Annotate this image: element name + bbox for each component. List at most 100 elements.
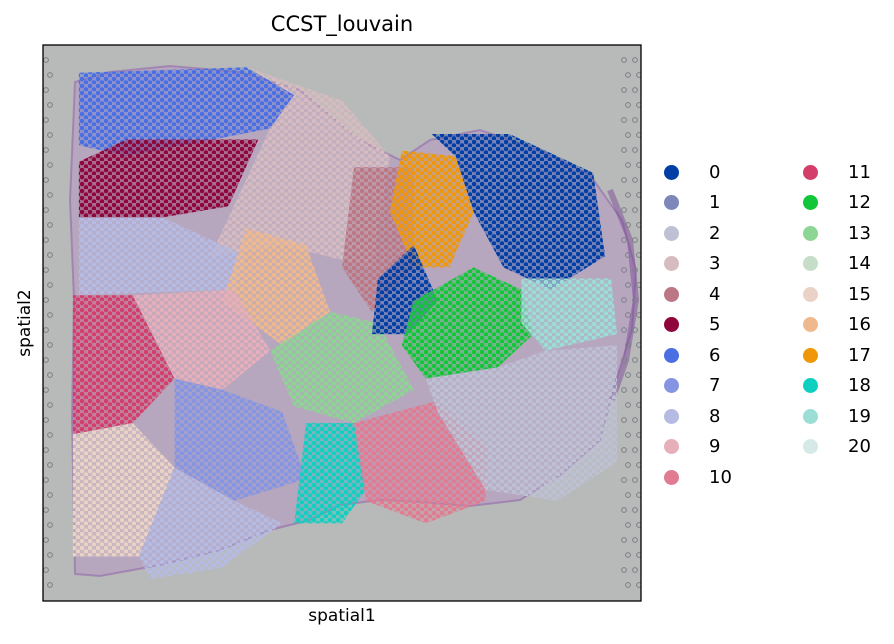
legend-label: 19 bbox=[848, 405, 871, 427]
legend-item: 5 bbox=[664, 310, 720, 340]
slide-fiducial-dots bbox=[43, 57, 641, 588]
fiducial-dot bbox=[636, 222, 641, 228]
legend-item: 10 bbox=[664, 462, 732, 492]
legend-item: 9 bbox=[664, 432, 720, 462]
legend-item: 15 bbox=[803, 279, 871, 309]
fiducial-dot bbox=[621, 147, 627, 153]
fiducial-dot bbox=[636, 252, 641, 258]
fiducial-dot bbox=[636, 462, 641, 468]
fiducial-dot bbox=[632, 177, 638, 183]
fiducial-dot bbox=[632, 57, 638, 63]
legend-marker bbox=[664, 439, 679, 454]
fiducial-dot bbox=[636, 192, 641, 198]
fiducial-dot bbox=[632, 207, 638, 213]
fiducial-dot bbox=[632, 387, 638, 393]
fiducial-dot bbox=[636, 492, 641, 498]
cluster-5-spots bbox=[78, 139, 259, 218]
fiducial-dot bbox=[625, 72, 631, 78]
legend-label: 20 bbox=[848, 436, 871, 457]
legend-label: 1 bbox=[709, 192, 721, 213]
legend-marker bbox=[803, 317, 818, 332]
tissue-edge-strip bbox=[607, 188, 640, 401]
fiducial-dot bbox=[621, 387, 627, 393]
legend-marker bbox=[803, 378, 818, 393]
fiducial-dot bbox=[47, 402, 53, 408]
fiducial-dot bbox=[632, 417, 638, 423]
cluster-17-spots bbox=[389, 150, 474, 268]
fiducial-dot bbox=[625, 342, 631, 348]
fiducial-dot bbox=[636, 102, 641, 108]
cluster-8-spots bbox=[138, 467, 283, 579]
legend-marker bbox=[803, 408, 818, 424]
legend-marker bbox=[803, 195, 818, 210]
legend-item: 12 bbox=[803, 188, 871, 218]
x-axis-label: spatial1 bbox=[308, 606, 376, 626]
axes-frame bbox=[42, 44, 642, 602]
fiducial-dot bbox=[625, 132, 631, 138]
legend-label: 6 bbox=[709, 344, 721, 366]
cluster-19-spots bbox=[521, 278, 618, 351]
legend-marker bbox=[664, 195, 679, 210]
fiducial-dot bbox=[621, 507, 627, 513]
fiducial-dot bbox=[625, 402, 631, 408]
fiducial-dot bbox=[621, 117, 627, 123]
fiducial-dot bbox=[625, 282, 631, 288]
fiducial-dot bbox=[632, 357, 638, 363]
fiducial-dot bbox=[47, 552, 53, 558]
legend-item: 8 bbox=[664, 401, 720, 431]
fiducial-dot bbox=[636, 162, 641, 168]
legend-marker bbox=[803, 439, 818, 454]
cluster-7-spots bbox=[174, 378, 307, 501]
legend-label: 15 bbox=[848, 283, 871, 305]
fiducial-dot bbox=[47, 192, 53, 198]
cluster-8-spots bbox=[78, 217, 247, 296]
fiducial-dot bbox=[621, 417, 627, 423]
fiducial-dot bbox=[621, 327, 627, 333]
legend-marker bbox=[664, 256, 679, 271]
fiducial-dot bbox=[47, 72, 53, 78]
legend-label: 18 bbox=[848, 375, 871, 396]
legend-label: 2 bbox=[709, 222, 721, 244]
legend-item: 16 bbox=[803, 310, 871, 340]
cluster-2-spots bbox=[425, 345, 618, 501]
fiducial-dot bbox=[632, 567, 638, 573]
legend-marker bbox=[664, 408, 679, 424]
fiducial-dot bbox=[625, 432, 631, 438]
fiducial-dot bbox=[632, 507, 638, 513]
fiducial-dot bbox=[636, 282, 641, 288]
fiducial-dot bbox=[632, 267, 638, 273]
cluster-18-spots bbox=[294, 423, 366, 524]
legend-marker bbox=[803, 256, 818, 271]
fiducial-dot bbox=[625, 192, 631, 198]
legend-label: 8 bbox=[709, 405, 721, 427]
fiducial-dot bbox=[47, 312, 53, 318]
fiducial-dot bbox=[625, 222, 631, 228]
fiducial-dot bbox=[636, 132, 641, 138]
fiducial-dot bbox=[625, 252, 631, 258]
fiducial-dot bbox=[621, 237, 627, 243]
legend-marker bbox=[664, 317, 679, 332]
fiducial-dot bbox=[632, 447, 638, 453]
cluster-15-spots bbox=[72, 423, 175, 557]
fiducial-dot bbox=[632, 147, 638, 153]
cluster-12-spots bbox=[401, 267, 534, 379]
legend-marker bbox=[664, 378, 679, 393]
legend-marker bbox=[803, 286, 818, 302]
fiducial-dot bbox=[47, 132, 53, 138]
fiducial-dot bbox=[636, 522, 641, 528]
legend-label: 4 bbox=[709, 283, 721, 305]
fiducial-dot bbox=[632, 537, 638, 543]
legend-label: 14 bbox=[848, 253, 871, 274]
legend-marker bbox=[803, 225, 818, 241]
cluster-9-spots bbox=[132, 289, 271, 390]
fiducial-dot bbox=[625, 102, 631, 108]
fiducial-dot bbox=[47, 432, 53, 438]
legend-marker bbox=[664, 347, 679, 363]
fiducial-dot bbox=[621, 447, 627, 453]
legend-item: 1 bbox=[664, 188, 720, 218]
fiducial-dot bbox=[621, 537, 627, 543]
fiducial-dot bbox=[632, 477, 638, 483]
cluster-0-spots bbox=[431, 134, 606, 290]
fiducial-dot bbox=[621, 267, 627, 273]
legend-item: 14 bbox=[803, 249, 871, 279]
